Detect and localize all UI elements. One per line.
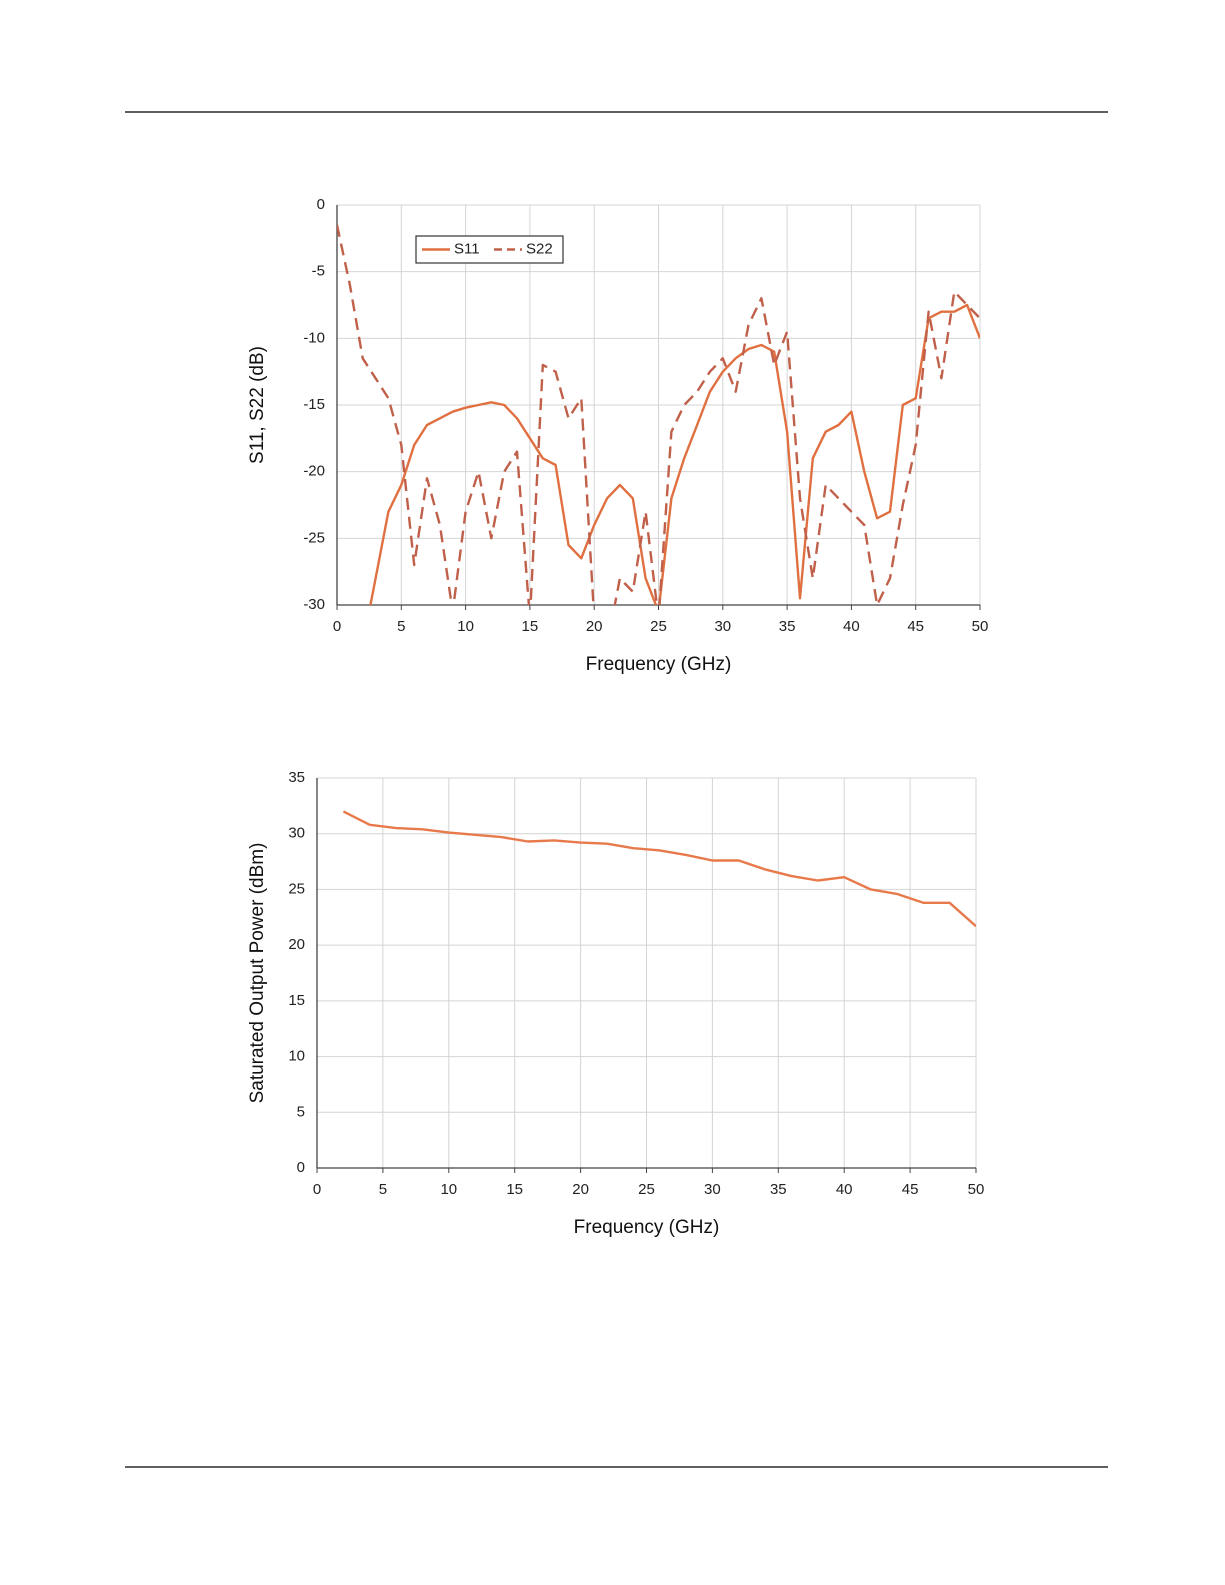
y-tick-label: -25 bbox=[303, 529, 325, 546]
y-tick-label: 20 bbox=[288, 936, 305, 953]
x-tick-label: 10 bbox=[440, 1181, 457, 1198]
x-axis-title: Frequency (GHz) bbox=[586, 654, 732, 675]
y-tick-label: 0 bbox=[317, 196, 325, 213]
x-tick-label: 40 bbox=[836, 1181, 853, 1198]
x-tick-label: 25 bbox=[638, 1181, 655, 1198]
x-tick-label: 45 bbox=[907, 618, 924, 635]
y-tick-label: -30 bbox=[303, 596, 325, 613]
y-tick-label: 0 bbox=[297, 1159, 305, 1176]
chart: 0 5 10 15 20 25 30 35 0 5 10 15 20 25 30 35 40 45 50 Freque… bbox=[247, 769, 984, 1238]
x-tick-label: 30 bbox=[704, 1181, 721, 1198]
y-tick-label: 25 bbox=[288, 880, 305, 897]
y-tick-label: -5 bbox=[312, 263, 325, 280]
x-tick-label: 0 bbox=[333, 618, 341, 635]
series-line bbox=[342, 810, 976, 928]
x-tick-label: 40 bbox=[843, 618, 860, 635]
x-tick-label: 50 bbox=[972, 618, 989, 635]
x-tick-label: 45 bbox=[902, 1181, 919, 1198]
chart: 0 -5 -10 -15 -20 -25 -30 0 5 10 15 20 25 30 35 40 45 50 Fr… bbox=[247, 196, 988, 675]
x-axis-title: Frequency (GHz) bbox=[574, 1217, 720, 1238]
x-tick-label: 15 bbox=[522, 618, 539, 635]
series-line bbox=[369, 303, 980, 605]
x-tick-label: 35 bbox=[770, 1181, 787, 1198]
x-tick-label: 5 bbox=[379, 1181, 387, 1198]
y-tick-label: 35 bbox=[288, 769, 305, 786]
x-tick-label: 35 bbox=[779, 618, 796, 635]
x-tick-label: 20 bbox=[572, 1181, 589, 1198]
legend-label: S11 bbox=[454, 240, 480, 257]
x-tick-label: 15 bbox=[506, 1181, 523, 1198]
y-tick-label: -15 bbox=[303, 396, 325, 413]
y-tick-label: -20 bbox=[303, 463, 325, 480]
x-tick-label: 5 bbox=[397, 618, 405, 635]
x-tick-label: 50 bbox=[968, 1181, 985, 1198]
y-tick-label: 30 bbox=[288, 825, 305, 842]
x-tick-label: 20 bbox=[586, 618, 603, 635]
x-tick-label: 10 bbox=[457, 618, 474, 635]
y-tick-label: 10 bbox=[288, 1048, 305, 1065]
y-axis-title: S11, S22 (dB) bbox=[247, 346, 268, 464]
y-axis-title: Saturated Output Power (dBm) bbox=[247, 843, 268, 1104]
series-line bbox=[337, 224, 980, 605]
x-tick-label: 0 bbox=[313, 1181, 321, 1198]
x-tick-label: 30 bbox=[714, 618, 731, 635]
y-tick-label: 15 bbox=[288, 992, 305, 1009]
legend-box bbox=[415, 235, 564, 264]
legend-label: S22 bbox=[526, 240, 553, 257]
x-tick-label: 25 bbox=[650, 618, 667, 635]
y-tick-label: 5 bbox=[297, 1103, 305, 1120]
y-tick-label: -10 bbox=[303, 329, 325, 346]
